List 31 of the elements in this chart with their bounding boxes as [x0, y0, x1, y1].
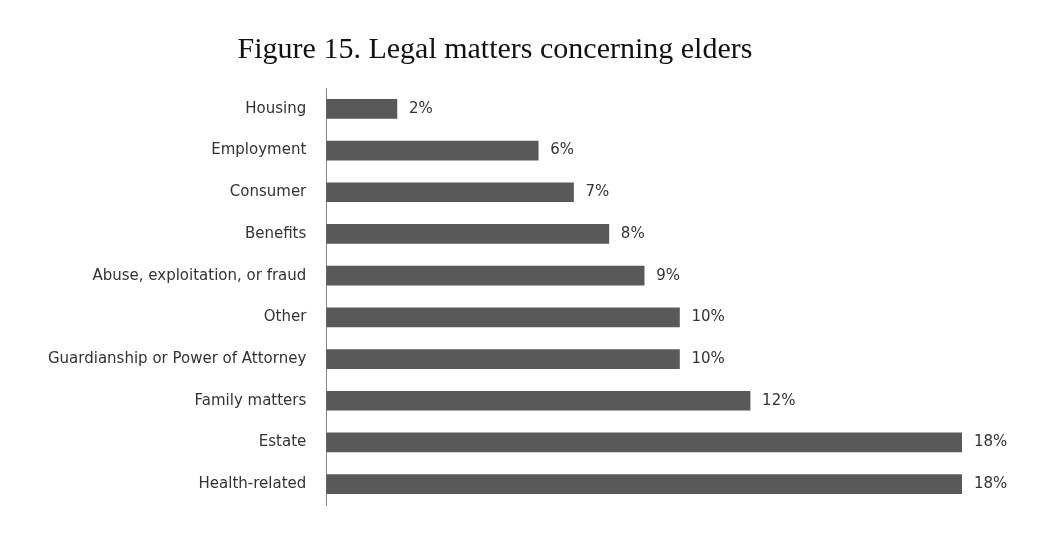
data-label: 12%	[762, 390, 796, 409]
bar	[326, 390, 751, 411]
y-tick-label: Benefits	[244, 223, 307, 242]
y-tick-label: Consumer	[229, 182, 308, 201]
bar	[326, 474, 962, 494]
data-label: 2%	[408, 98, 433, 117]
bar	[326, 224, 610, 244]
bar	[326, 99, 398, 119]
chart-title: Figure 15. Legal matters concerning elders	[237, 30, 753, 64]
y-tick-label: Health-related	[198, 474, 307, 493]
bar	[326, 307, 680, 328]
y-tick-label: Family matters	[194, 390, 307, 409]
y-tick-label: Guardianship or Power of Attorney	[47, 348, 307, 367]
y-tick-label: Estate	[258, 432, 307, 451]
data-label: 10%	[691, 307, 725, 326]
y-tick-label: Other	[263, 307, 308, 326]
data-label: 9%	[656, 265, 680, 284]
data-label: 18%	[974, 474, 1008, 493]
data-label: 8%	[620, 223, 645, 242]
bar	[326, 140, 539, 161]
data-label: 18%	[974, 432, 1008, 451]
y-tick-label: Employment	[211, 140, 307, 159]
data-label: 6%	[550, 140, 574, 159]
bar	[326, 265, 645, 286]
data-label: 7%	[585, 182, 610, 201]
y-tick-label: Abuse, exploitation, or fraud	[92, 265, 307, 284]
y-tick-label: Housing	[245, 98, 307, 117]
bar	[326, 182, 574, 203]
bar	[326, 432, 962, 453]
data-label: 10%	[691, 348, 725, 367]
bar	[326, 349, 680, 369]
